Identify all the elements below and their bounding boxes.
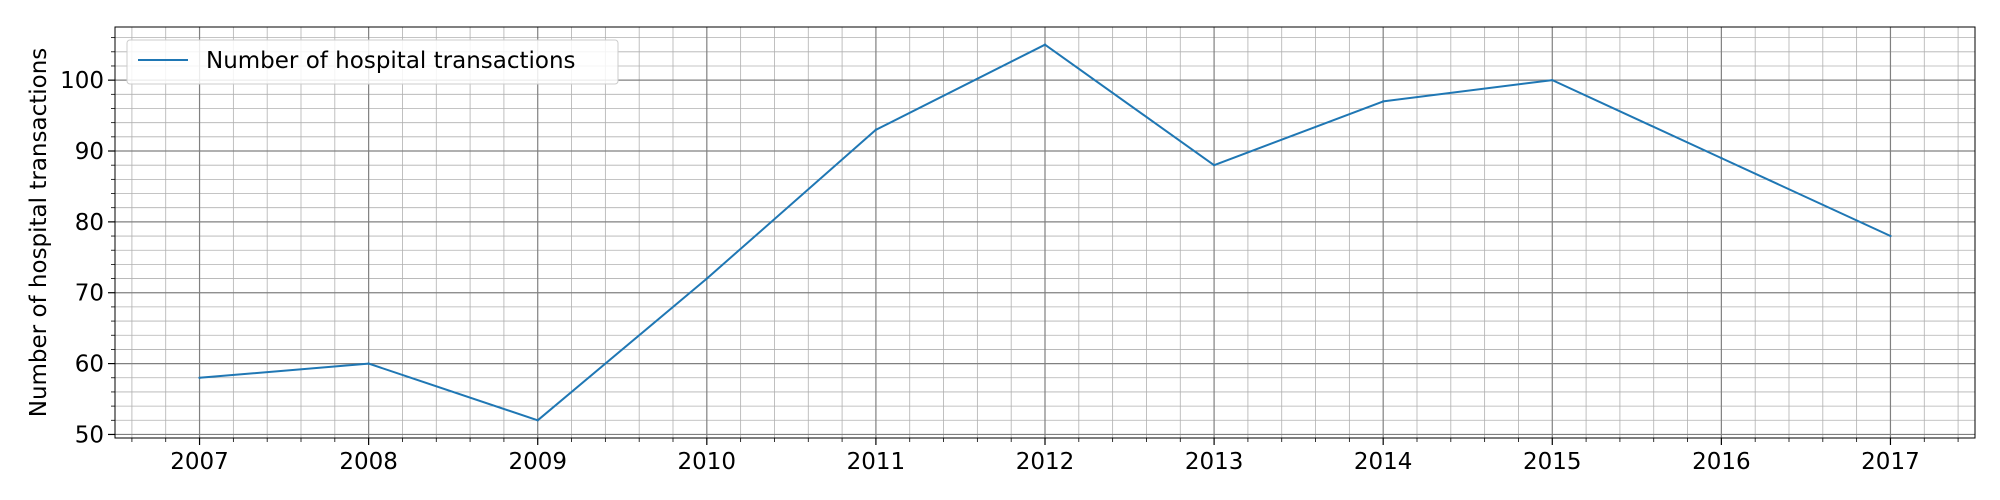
data-point xyxy=(1043,43,1047,46)
y-tick-label: 60 xyxy=(75,352,104,378)
legend-label: Number of hospital transactions xyxy=(206,48,576,74)
data-point xyxy=(1381,100,1385,103)
x-tick-label: 2014 xyxy=(1354,449,1413,475)
y-tick-label: 100 xyxy=(60,68,104,94)
x-tick-label: 2016 xyxy=(1692,449,1751,475)
y-tick-label: 50 xyxy=(75,422,104,448)
major-gridlines xyxy=(115,27,1975,438)
x-tick-label: 2010 xyxy=(678,449,737,475)
y-axis-label: Number of hospital transactions xyxy=(26,48,52,418)
data-point xyxy=(874,128,878,131)
x-tick-label: 2007 xyxy=(170,449,229,475)
data-point xyxy=(1889,234,1892,238)
x-tick-label: 2012 xyxy=(1016,449,1075,475)
x-tick-label: 2017 xyxy=(1861,449,1920,475)
y-tick-label: 70 xyxy=(75,281,104,307)
legend: Number of hospital transactions xyxy=(126,39,619,85)
data-point xyxy=(536,419,539,422)
series-layer xyxy=(198,43,1892,422)
x-tick-label: 2009 xyxy=(508,449,567,475)
data-point xyxy=(198,376,201,379)
x-tick-label: 2008 xyxy=(339,449,398,475)
x-tick-label: 2013 xyxy=(1185,449,1244,475)
x-tick-label: 2015 xyxy=(1523,449,1582,475)
x-tick-label: 2011 xyxy=(847,449,906,475)
data-point xyxy=(367,362,370,365)
data-point xyxy=(1720,156,1723,160)
y-tick-label: 80 xyxy=(75,210,104,236)
legend-box xyxy=(126,39,619,85)
data-point xyxy=(1551,78,1554,82)
plot-frame xyxy=(114,26,1976,439)
axis-ticks xyxy=(108,37,1959,445)
x-tick-labels: 2007 2008 2009 2010 2011 2012 2013 2014 2015 2016… xyxy=(170,449,1919,475)
data-point xyxy=(705,277,709,280)
data-point xyxy=(1212,163,1216,167)
y-tick-labels: 50 60 70 80 90 100 xyxy=(60,68,104,448)
y-tick-label: 90 xyxy=(75,139,104,165)
